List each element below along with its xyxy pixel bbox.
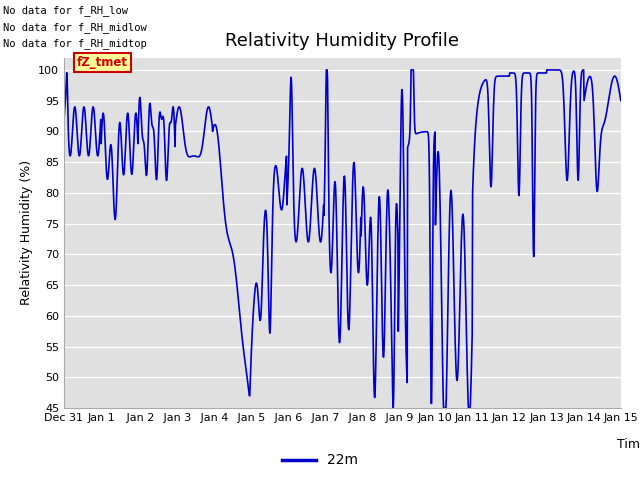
Text: No data for f_RH_low: No data for f_RH_low xyxy=(3,5,128,16)
Text: No data for f_RH_midlow: No data for f_RH_midlow xyxy=(3,22,147,33)
Legend: 22m: 22m xyxy=(276,448,364,473)
Text: fZ_tmet: fZ_tmet xyxy=(77,56,128,69)
X-axis label: Time: Time xyxy=(616,438,640,451)
Text: No data for f_RH_midtop: No data for f_RH_midtop xyxy=(3,38,147,49)
Y-axis label: Relativity Humidity (%): Relativity Humidity (%) xyxy=(20,160,33,305)
Title: Relativity Humidity Profile: Relativity Humidity Profile xyxy=(225,33,460,50)
